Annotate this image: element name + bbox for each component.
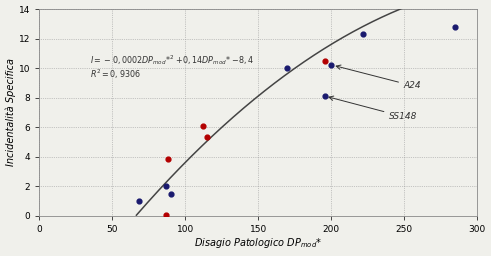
Point bbox=[283, 66, 291, 70]
Y-axis label: Incidentalità Specifica: Incidentalità Specifica bbox=[5, 58, 16, 166]
Point bbox=[199, 124, 207, 129]
Point bbox=[164, 157, 172, 161]
Point bbox=[359, 32, 367, 36]
Text: $R^{2} = 0,9306$: $R^{2} = 0,9306$ bbox=[90, 68, 141, 81]
X-axis label: Disagio Patologico $DP_{mod}$*: Disagio Patologico $DP_{mod}$* bbox=[194, 237, 322, 250]
Point bbox=[321, 94, 329, 98]
Point bbox=[163, 213, 170, 217]
Point bbox=[327, 63, 335, 67]
Text: $I = -0,0002DP_{mod}$*$^{2}$ $+ 0,14DP_{mod}$* $- 8,4$: $I = -0,0002DP_{mod}$*$^{2}$ $+ 0,14DP_{… bbox=[90, 53, 255, 67]
Point bbox=[135, 199, 142, 203]
Point bbox=[451, 25, 459, 29]
Point bbox=[166, 192, 174, 196]
Point bbox=[203, 135, 211, 140]
Text: SS148: SS148 bbox=[329, 96, 418, 121]
Text: A24: A24 bbox=[336, 65, 422, 90]
Point bbox=[321, 59, 329, 63]
Point bbox=[163, 184, 170, 188]
